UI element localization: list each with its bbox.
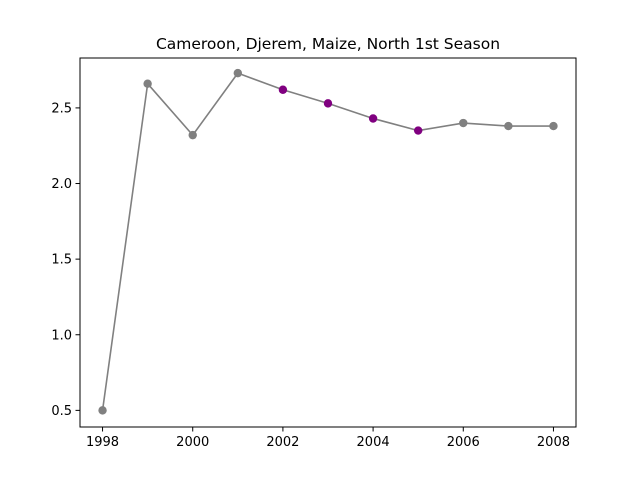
data-point: [323, 99, 333, 108]
x-tick-label: 2000: [176, 435, 209, 450]
data-point: [233, 68, 243, 78]
x-tick-label: 2008: [537, 435, 570, 450]
series-line: [101, 72, 554, 411]
data-point: [413, 126, 423, 135]
x-tick-label: 2004: [357, 435, 390, 450]
x-tick-label: 2002: [266, 435, 299, 450]
x-tick-label: 2006: [447, 435, 480, 450]
y-tick-label: 1.5: [51, 253, 72, 268]
y-tick-label: 2.0: [51, 177, 72, 192]
chart-title: Cameroon, Djerem, Maize, North 1st Seaso…: [156, 35, 500, 53]
data-point: [278, 85, 288, 94]
data-point: [143, 79, 152, 88]
data-point: [98, 406, 107, 415]
data-point: [368, 114, 378, 123]
y-tick-label: 1.0: [51, 328, 72, 343]
y-tick-label: 0.5: [51, 404, 72, 419]
axes-frame: [79, 57, 577, 428]
y-tick-label: 2.5: [51, 101, 72, 116]
data-point: [459, 118, 468, 128]
data-point: [188, 130, 197, 140]
x-tick-label: 1998: [86, 435, 119, 450]
plot-area: 1998 2000 2002 2004 2006 2008 0.5 1.0 1.5 2.0 2.5: [51, 57, 577, 450]
data-point: [504, 121, 513, 131]
data-point: [549, 121, 558, 131]
